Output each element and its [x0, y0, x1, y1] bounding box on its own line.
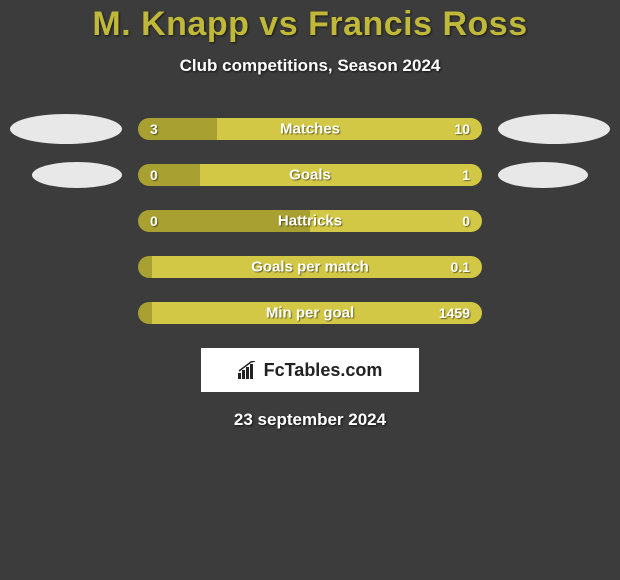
page-title: M. Knapp vs Francis Ross: [0, 5, 620, 44]
player-right-ellipse: [498, 114, 610, 144]
player-left-ellipse: [32, 162, 122, 188]
chart-icon: [238, 361, 258, 379]
player-right-ellipse: [498, 162, 588, 188]
stat-label: Matches: [280, 121, 340, 138]
stat-bar: 0 Goals 1: [138, 164, 482, 186]
stat-right-value: 0.1: [451, 259, 470, 275]
brand-box: FcTables.com: [201, 348, 419, 392]
player-left-ellipse: [10, 114, 122, 144]
stat-right-value: 0: [462, 213, 470, 229]
stat-row: 0 Goals 1: [0, 164, 620, 186]
stat-row: Min per goal 1459: [0, 302, 620, 324]
stat-label: Goals per match: [251, 259, 369, 276]
brand-text: FcTables.com: [238, 360, 383, 381]
brand-label: FcTables.com: [264, 360, 383, 381]
bar-right-fill: [217, 118, 482, 140]
stat-right-value: 10: [454, 121, 470, 137]
stat-bar: Goals per match 0.1: [138, 256, 482, 278]
bar-right-fill: [200, 164, 482, 186]
stats-rows: 3Matches100Goals10Hattricks0Goals per ma…: [0, 118, 620, 324]
stat-label: Goals: [289, 167, 331, 184]
stat-left-value: 0: [150, 167, 158, 183]
stat-bar: 3 Matches 10: [138, 118, 482, 140]
stat-right-value: 1459: [439, 305, 470, 321]
stat-bar: 0 Hattricks 0: [138, 210, 482, 232]
stat-left-value: 0: [150, 213, 158, 229]
stat-row: Goals per match 0.1: [0, 256, 620, 278]
stat-row: 0 Hattricks 0: [0, 210, 620, 232]
stat-bar: Min per goal 1459: [138, 302, 482, 324]
subtitle: Club competitions, Season 2024: [0, 56, 620, 76]
bar-left-fill: [138, 164, 200, 186]
bar-left-fill: [138, 256, 152, 278]
bar-left-fill: [138, 302, 152, 324]
stat-right-value: 1: [462, 167, 470, 183]
comparison-infographic: M. Knapp vs Francis Ross Club competitio…: [0, 0, 620, 430]
date-line: 23 september 2024: [0, 410, 620, 430]
stat-left-value: 3: [150, 121, 158, 137]
stat-row: 3 Matches 10: [0, 118, 620, 140]
stat-label: Hattricks: [278, 213, 342, 230]
stat-label: Min per goal: [266, 305, 354, 322]
